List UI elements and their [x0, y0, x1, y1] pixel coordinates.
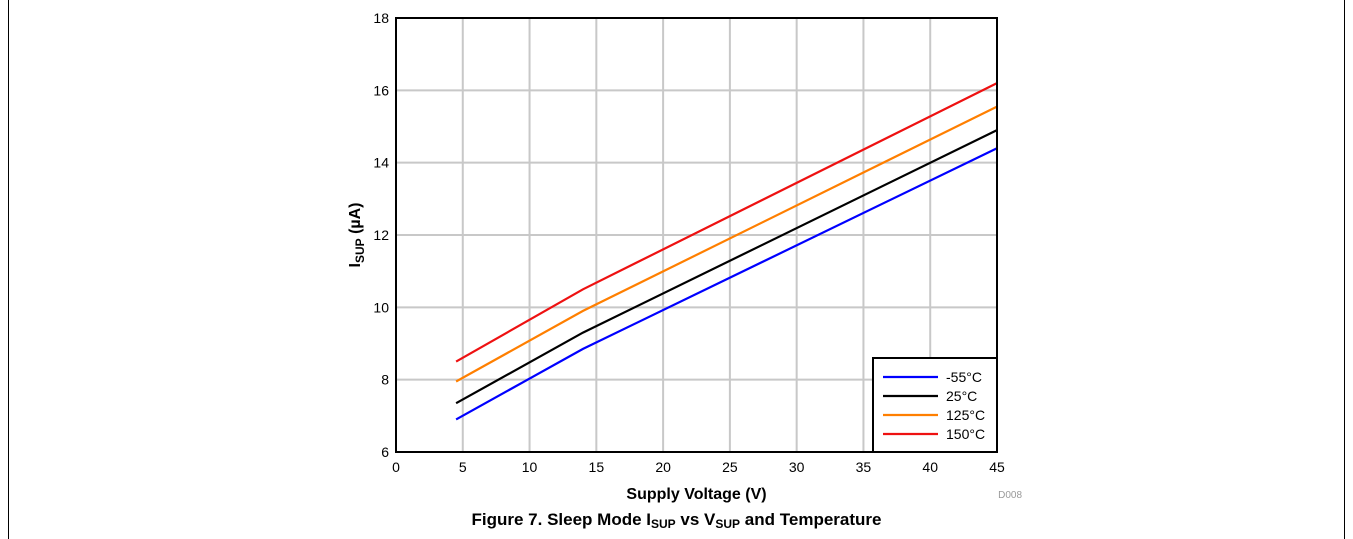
caption-sub-2: SUP [715, 517, 741, 531]
y-tick-label: 14 [373, 155, 389, 171]
x-tick-label: 25 [722, 459, 738, 475]
series-line [455, 147, 998, 421]
legend-label: 125°C [946, 407, 985, 423]
series-line [455, 82, 998, 363]
x-tick-label: 40 [922, 459, 938, 475]
y-axis-title-unit: (µA) [347, 202, 364, 238]
figure-code-label: D008 [998, 490, 1022, 501]
series-lines [455, 82, 998, 421]
caption-sub-1: SUP [651, 517, 676, 531]
plot-area-border [395, 17, 998, 453]
caption-suffix: and Temperature [740, 510, 882, 529]
legend-label: 150°C [946, 426, 985, 442]
x-tick-label: 35 [856, 459, 872, 475]
legend-label: 25°C [946, 388, 977, 404]
y-tick-label: 6 [381, 444, 389, 460]
x-tick-label: 20 [655, 459, 671, 475]
figure-frame [8, 0, 1345, 539]
x-axis-title: Supply Voltage (V) [626, 486, 766, 503]
x-tick-label: 30 [789, 459, 805, 475]
tick-labels: 0 5 10 15 20 25 30 35 40 45 6 8 10 12 14 16 18 [373, 10, 1005, 475]
y-axis-title: ISUP (µA) [347, 202, 367, 267]
y-tick-label: 12 [373, 227, 389, 243]
x-tick-label: 45 [989, 459, 1005, 475]
x-tick-label: 5 [459, 459, 467, 475]
x-tick-label: 15 [589, 459, 605, 475]
y-axis-title-main: I [347, 263, 364, 267]
y-tick-label: 18 [373, 10, 389, 26]
y-tick-label: 16 [373, 82, 389, 98]
series-line [455, 105, 998, 383]
y-tick-label: 8 [381, 372, 389, 388]
legend: -55°C 25°C 125°C 150°C [872, 357, 998, 453]
legend-label: -55°C [946, 369, 982, 385]
legend-box [872, 357, 998, 453]
x-tick-label: 10 [522, 459, 538, 475]
y-tick-label: 10 [373, 299, 389, 315]
series-line [455, 129, 998, 405]
figure-caption: Figure 7. Sleep Mode ISUP vs VSUP and Te… [0, 510, 1353, 531]
x-tick-label: 0 [392, 459, 400, 475]
grid [396, 18, 997, 452]
caption-mid: vs V [675, 510, 716, 529]
caption-prefix: Figure 7. Sleep Mode I [471, 510, 651, 529]
y-axis-title-sub: SUP [353, 238, 367, 263]
